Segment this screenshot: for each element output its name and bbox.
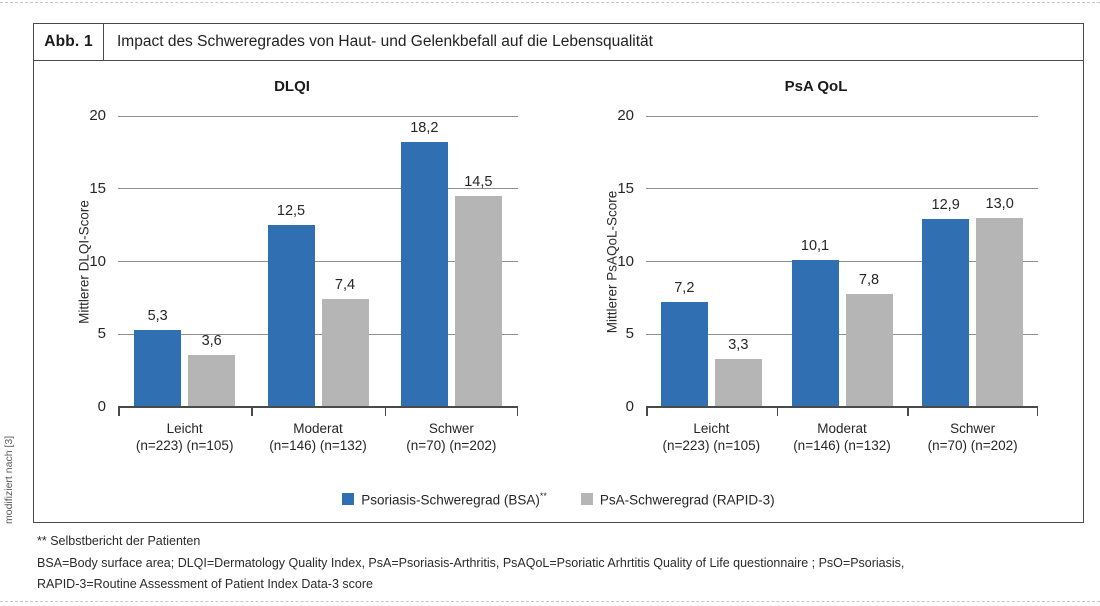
y-gridline [118,333,518,335]
y-gridline [646,261,1038,262]
y-tick-label: 20 [89,107,106,124]
x-category-name: Leicht [166,421,203,436]
x-category-name: Schwer [950,421,996,436]
figure-number-label: Abb. 1 [34,24,104,60]
bar-value-label: 10,1 [800,238,830,255]
figure-body: Psoriasis-Schweregrad (BSA)** PsA-Schwer… [34,61,1083,522]
x-axis-tick [646,408,648,416]
bar-value-label: 7,4 [334,277,356,294]
legend-item-psoriasis-bsa: Psoriasis-Schweregrad (BSA)** [342,491,547,508]
x-category-label: Leicht (n=223) (n=105) [646,420,777,454]
bar-blue-leicht [134,329,182,407]
y-tick-label: 5 [97,325,106,343]
legend-label: PsA-Schweregrad (RAPID-3) [600,491,775,508]
x-axis-tick [516,408,518,416]
footnote-line: BSA=Body surface area; DLQI=Dermatology … [37,555,905,570]
bar-gray-leicht [188,354,236,407]
y-gridline [118,261,518,262]
page-edge-mark-bottom [0,601,1100,602]
bar-value-label: 13,0 [985,195,1014,212]
y-gridline [646,188,1038,190]
source-note: modifiziert nach [3] [3,435,15,524]
x-category-label: Moderat (n=146) (n=132) [251,420,384,454]
bar-value-label: 3,6 [201,332,222,349]
x-category-label: Schwer (n=70) (n=202) [385,420,518,454]
figure-box: Abb. 1 Impact des Schweregrades von Haut… [33,23,1084,523]
bar-value-label: 12,5 [276,203,306,220]
bar-gray-moderat [321,299,369,407]
bar-blue-schwer [400,142,448,407]
y-tick-label: 15 [617,179,634,197]
bar-gray-schwer [454,196,502,407]
figure-title: Impact des Schweregrades von Haut- und G… [117,33,653,50]
bar-blue-leicht [660,302,708,407]
legend-swatch-gray [580,493,593,506]
y-tick-label: 0 [97,398,106,415]
x-axis-line [118,406,518,408]
figure-header: Abb. 1 Impact des Schweregrades von Haut… [34,24,1083,61]
x-category-n-counts: (n=223) (n=105) [135,438,234,453]
chart-title: PsA QoL [784,78,848,95]
y-tick-label: 20 [617,107,634,124]
x-axis-tick [907,408,909,416]
chart-title: DLQI [274,78,310,95]
bar-value-label: 3,3 [728,336,749,353]
bar-value-label: 12,9 [931,197,960,214]
footnote-line: RAPID-3=Routine Assessment of Patient In… [37,577,373,591]
x-category-label: Schwer (n=70) (n=202) [907,420,1038,454]
x-axis-tick [776,408,779,416]
footnotes: ** Selbstbericht der Patienten BSA=Body … [37,531,904,596]
x-axis-tick [118,408,120,416]
bar-gray-leicht [714,358,762,407]
bar-gray-schwer [976,217,1024,407]
footnote-line: ** Selbstbericht der Patienten [37,534,201,548]
y-gridline [646,333,1038,335]
bar-blue-moderat [791,260,839,407]
x-category-label: Moderat (n=146) (n=132) [777,420,908,454]
x-category-name: Schwer [428,421,474,436]
bar-value-label: 7,2 [674,280,695,297]
legend-label-text: PsA-Schweregrad (RAPID-3) [599,492,775,508]
x-category-n-counts: (n=223) (n=105) [662,438,761,453]
x-axis-tick [1036,408,1038,416]
x-category-name: Leicht [693,421,730,436]
chart-legend: Psoriasis-Schweregrad (BSA)** PsA-Schwer… [34,491,1083,508]
x-axis-tick [251,408,253,416]
bar-gray-moderat [845,293,893,407]
y-tick-label: 0 [625,398,634,415]
bar-value-label: 7,8 [858,271,880,288]
y-gridline [118,115,518,117]
x-category-n-counts: (n=70) (n=202) [406,438,497,453]
bar-blue-moderat [267,225,315,407]
y-tick-label: 10 [89,252,106,270]
x-category-name: Moderat [817,421,867,436]
y-tick-label: 10 [617,252,634,270]
y-tick-label: 5 [625,325,634,343]
legend-label-sup: ** [539,491,547,501]
x-axis-tick [384,408,387,416]
bar-value-label: 5,3 [147,307,168,324]
x-category-name: Moderat [293,421,343,436]
x-category-n-counts: (n=146) (n=132) [793,438,891,453]
bar-blue-schwer [922,219,970,407]
y-tick-label: 15 [89,179,106,197]
x-category-label: Leicht (n=223) (n=105) [118,420,251,454]
y-gridline [118,188,518,190]
y-gridline [646,115,1038,117]
legend-swatch-blue [342,493,355,506]
bar-value-label: 18,2 [410,120,439,137]
legend-label-text: Psoriasis-Schweregrad (BSA) [361,492,540,508]
legend-label: Psoriasis-Schweregrad (BSA)** [361,491,547,508]
x-axis-line [646,406,1038,408]
x-category-n-counts: (n=146) (n=132) [269,438,367,453]
page-edge-mark-top [0,2,1100,3]
bar-value-label: 14,5 [464,174,493,191]
x-category-n-counts: (n=70) (n=202) [927,438,1018,453]
legend-item-psa-rapid3: PsA-Schweregrad (RAPID-3) [580,491,775,508]
